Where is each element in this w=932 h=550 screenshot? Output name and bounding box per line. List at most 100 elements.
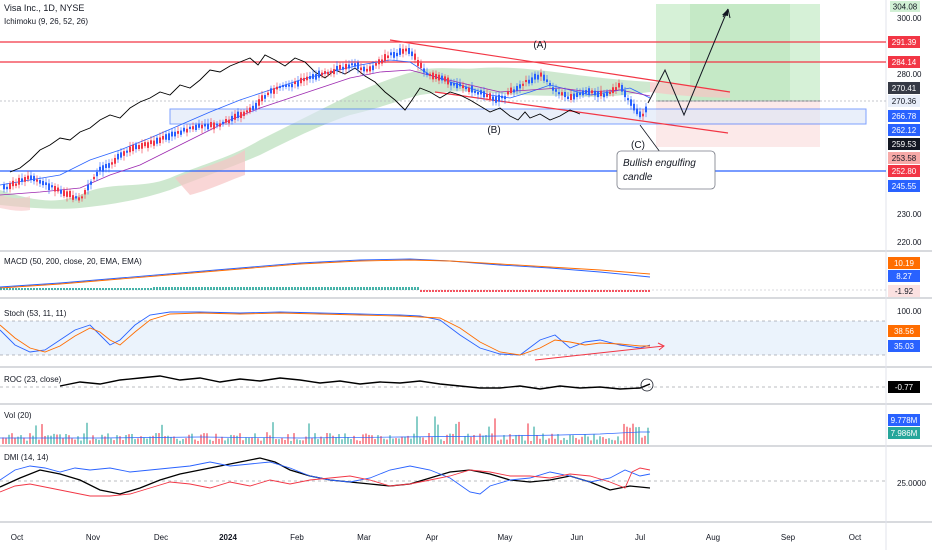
volume-bar bbox=[146, 438, 148, 444]
candle bbox=[162, 131, 164, 144]
macd-bar bbox=[219, 287, 221, 290]
roc-legend[interactable]: ROC (23, close) bbox=[4, 375, 62, 384]
price-candles[interactable] bbox=[3, 43, 647, 203]
candle bbox=[69, 188, 71, 200]
volume-bar bbox=[590, 440, 592, 444]
macd-bar bbox=[384, 287, 386, 290]
volume-bar bbox=[245, 437, 247, 444]
macd-bar bbox=[312, 287, 314, 290]
macd-legend[interactable]: MACD (50, 200, close, 20, EMA, EMA) bbox=[4, 257, 142, 266]
candle bbox=[465, 83, 467, 92]
long-position-tool[interactable] bbox=[656, 4, 820, 147]
macd-bar bbox=[348, 287, 350, 290]
wave-label-a: (B) bbox=[487, 125, 500, 136]
symbol-title[interactable]: Visa Inc., 1D, NYSE bbox=[4, 3, 84, 13]
svg-text:35.03: 35.03 bbox=[894, 342, 915, 351]
candle bbox=[132, 141, 134, 155]
macd-bar bbox=[612, 290, 614, 292]
volume-bar bbox=[566, 439, 568, 444]
macd-bar bbox=[618, 290, 620, 292]
macd-bar bbox=[369, 287, 371, 290]
candle bbox=[192, 122, 194, 133]
volume-bar bbox=[80, 440, 82, 444]
volume-bar bbox=[503, 435, 505, 444]
horizontal-levels bbox=[0, 41, 886, 172]
time-axis[interactable]: Oct Nov Dec 2024 Feb Mar Apr May Jun Jul Aug Sep Oct bbox=[11, 533, 862, 542]
volume-bar bbox=[497, 440, 499, 444]
volume-bar bbox=[8, 434, 10, 444]
macd-bar bbox=[339, 287, 341, 290]
candle bbox=[165, 130, 167, 143]
price-badge: 266.78 bbox=[888, 110, 920, 122]
volume-bar bbox=[227, 438, 229, 444]
annotation-callout[interactable]: Bullish engulfing candle bbox=[616, 124, 716, 190]
candle bbox=[21, 173, 23, 186]
volume-bar bbox=[299, 440, 301, 444]
candle bbox=[483, 86, 485, 101]
volume-bar bbox=[515, 435, 517, 444]
macd-bar bbox=[639, 290, 641, 292]
stoch-divergence-arrow[interactable] bbox=[534, 342, 665, 361]
volume-bar bbox=[323, 438, 325, 444]
support-zone[interactable] bbox=[169, 108, 867, 125]
candle bbox=[231, 111, 233, 125]
volume-bar bbox=[536, 434, 538, 444]
volume-bar bbox=[86, 422, 88, 444]
macd-bar bbox=[627, 290, 629, 292]
candle bbox=[336, 61, 338, 75]
volume-bar bbox=[569, 434, 571, 444]
volume-bar bbox=[428, 433, 430, 444]
volume-bar bbox=[50, 435, 52, 444]
macd-bar bbox=[387, 287, 389, 290]
candle bbox=[6, 183, 8, 193]
vol-legend[interactable]: Vol (20) bbox=[4, 411, 32, 420]
candle bbox=[171, 128, 173, 141]
macd-bar bbox=[75, 288, 77, 290]
price-tick-220: 220.00 bbox=[897, 238, 922, 247]
stoch-legend[interactable]: Stoch (53, 11, 11) bbox=[4, 309, 67, 318]
macd-bar bbox=[210, 287, 212, 290]
stoch-tick-100: 100.00 bbox=[897, 307, 922, 316]
candle bbox=[255, 100, 257, 112]
indicator-badge: 10.19 bbox=[888, 257, 920, 269]
candle bbox=[510, 82, 512, 96]
candle bbox=[426, 67, 428, 78]
volume-bar bbox=[473, 434, 475, 444]
candle bbox=[408, 43, 410, 57]
candle bbox=[603, 89, 605, 102]
volume-bar bbox=[257, 438, 259, 444]
macd-bar bbox=[636, 290, 638, 292]
candle bbox=[381, 54, 383, 67]
macd-bar bbox=[168, 287, 170, 290]
candle bbox=[573, 89, 575, 103]
dmi-legend[interactable]: DMI (14, 14) bbox=[4, 453, 49, 462]
macd-bar bbox=[318, 287, 320, 290]
candle bbox=[294, 77, 296, 89]
price-tick-280: 280.00 bbox=[897, 70, 922, 79]
candle bbox=[555, 84, 557, 97]
ichimoku-legend[interactable]: Ichimoku (9, 26, 52, 26) bbox=[4, 17, 88, 26]
macd-bar bbox=[258, 287, 260, 290]
macd-bar bbox=[441, 290, 443, 292]
volume-bar bbox=[488, 426, 490, 444]
macd-bar bbox=[519, 290, 521, 292]
projection-arrow[interactable] bbox=[647, 8, 731, 117]
candle bbox=[186, 124, 188, 137]
volume-bar bbox=[332, 435, 334, 444]
volume-bar bbox=[602, 437, 604, 444]
volume-bar bbox=[521, 435, 523, 444]
price-badge: 252.80 bbox=[888, 165, 920, 177]
ichimoku-cloud bbox=[0, 67, 730, 211]
price-badges: 291.39 284.14 270.41 270.36 266.78 262.12 259.… bbox=[888, 36, 920, 192]
volume-bar bbox=[83, 433, 85, 444]
candle bbox=[93, 173, 95, 182]
macd-bar bbox=[297, 287, 299, 290]
indicator-badge: -0.77 bbox=[888, 381, 920, 393]
candle bbox=[561, 89, 563, 101]
candle bbox=[543, 71, 545, 84]
candle bbox=[513, 86, 515, 97]
candle bbox=[570, 89, 572, 103]
candle bbox=[579, 88, 581, 99]
